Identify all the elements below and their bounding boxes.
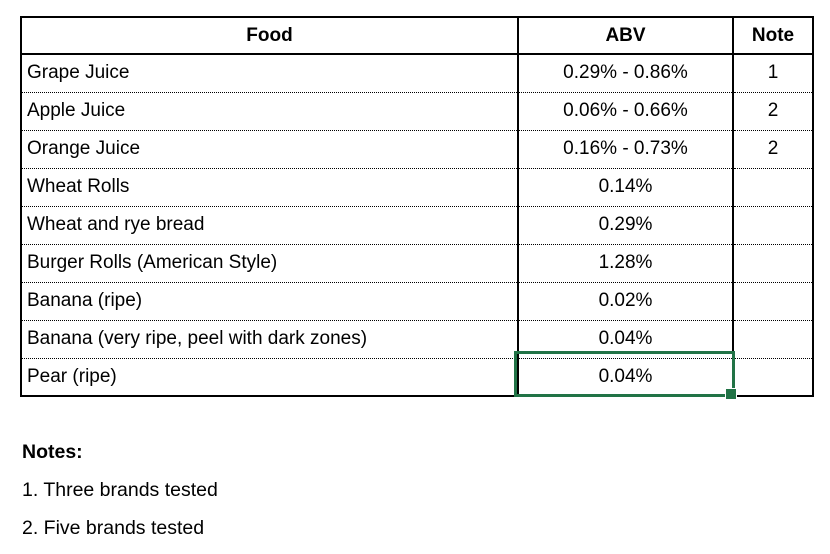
cell-abv[interactable]: 1.28% — [517, 244, 733, 283]
table-row: Banana (ripe) 0.02% — [21, 282, 813, 321]
cell-note[interactable] — [732, 282, 813, 321]
cell-abv[interactable]: 0.14% — [517, 168, 733, 207]
note-line-1: 1. Three brands tested — [22, 479, 218, 501]
table-row: Burger Rolls (American Style) 1.28% — [21, 244, 813, 283]
cell-food[interactable]: Grape Juice — [21, 54, 518, 93]
cell-note[interactable] — [732, 206, 813, 245]
cell-food[interactable]: Wheat and rye bread — [21, 206, 518, 245]
cell-abv[interactable]: 0.16% - 0.73% — [517, 130, 733, 169]
cell-note[interactable] — [732, 244, 813, 283]
cell-food[interactable]: Apple Juice — [21, 92, 518, 131]
cell-abv[interactable]: 0.04% — [517, 320, 733, 359]
table-row: Wheat and rye bread 0.29% — [21, 206, 813, 245]
cell-abv[interactable]: 0.29% - 0.86% — [517, 54, 733, 93]
header-food[interactable]: Food — [21, 17, 518, 55]
cell-note[interactable] — [732, 168, 813, 207]
notes-title: Notes: — [22, 441, 83, 463]
table-row: Orange Juice 0.16% - 0.73% 2 — [21, 130, 813, 169]
cell-food[interactable]: Pear (ripe) — [27, 365, 117, 387]
table-row: Pear (ripe) 0.04% — [21, 358, 813, 396]
cell-note[interactable]: 2 — [732, 130, 813, 169]
selected-cell[interactable]: 0.04% — [517, 358, 733, 396]
table-row: Grape Juice 0.29% - 0.86% 1 — [21, 54, 813, 93]
header-abv[interactable]: ABV — [517, 17, 733, 55]
cell-note[interactable]: 1 — [732, 54, 813, 93]
table-row: Apple Juice 0.06% - 0.66% 2 — [21, 92, 813, 131]
abv-table: Food ABV Note Grape Juice 0.29% - 0.86% … — [20, 16, 814, 397]
cell-note[interactable] — [732, 320, 813, 359]
notes-section: Notes: 1. Three brands tested 2. Five br… — [22, 433, 218, 547]
cell-abv[interactable]: 0.02% — [517, 282, 733, 321]
cell-note[interactable]: 2 — [732, 92, 813, 131]
cell-note[interactable] — [732, 358, 813, 396]
cell-abv[interactable]: 0.29% — [517, 206, 733, 245]
cell-abv[interactable]: 0.06% - 0.66% — [517, 92, 733, 131]
table-row: Banana (very ripe, peel with dark zones)… — [21, 320, 813, 359]
header-note[interactable]: Note — [732, 17, 813, 55]
cell-food[interactable]: Banana (ripe) — [21, 282, 518, 321]
table-header-row: Food ABV Note — [21, 17, 813, 55]
note-line-2: 2. Five brands tested — [22, 517, 205, 539]
cell-food[interactable]: Banana (very ripe, peel with dark zones) — [21, 320, 518, 359]
cell-food[interactable]: Wheat Rolls — [21, 168, 518, 207]
fill-handle[interactable] — [725, 388, 737, 400]
cell-food[interactable]: Burger Rolls (American Style) — [21, 244, 518, 283]
cell-food[interactable]: Orange Juice — [21, 130, 518, 169]
table-row: Wheat Rolls 0.14% — [21, 168, 813, 207]
